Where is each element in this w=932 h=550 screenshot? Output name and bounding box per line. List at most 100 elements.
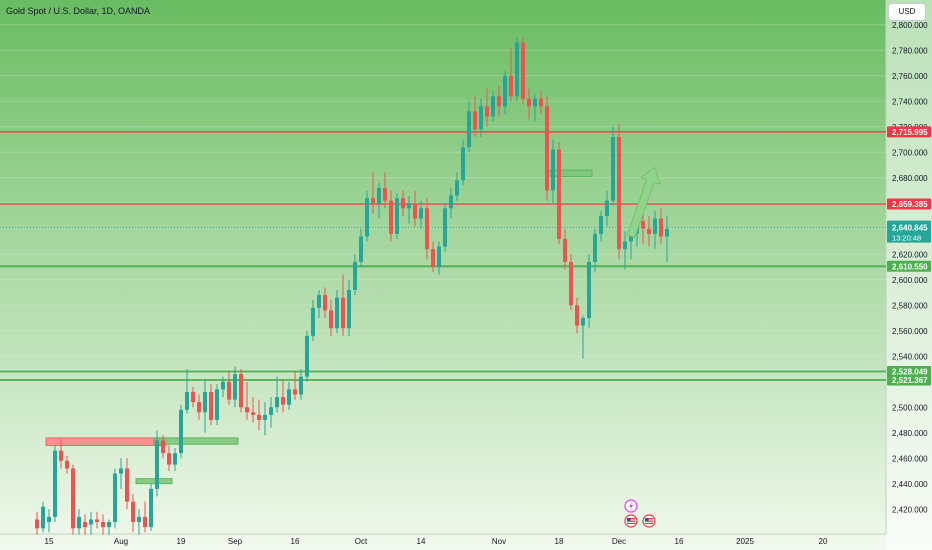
bull-candle [593, 228, 597, 273]
bull-candle [317, 289, 321, 318]
candle-body [653, 218, 657, 234]
bear-candle [95, 511, 99, 529]
bear-candle [425, 198, 429, 260]
bull-candle [299, 369, 303, 400]
bear-candle [59, 439, 63, 469]
bull-candle [443, 203, 447, 252]
bear-candle [293, 371, 297, 400]
bull-candle [221, 376, 225, 398]
candle-body [53, 450, 57, 517]
bear-candle [209, 384, 213, 426]
candle-body [539, 98, 543, 107]
bull-candle [449, 187, 453, 219]
bear-candle [557, 142, 561, 245]
candle-body [149, 488, 153, 528]
candle-body [443, 208, 447, 247]
candle-body [179, 409, 183, 454]
candle-body [455, 180, 459, 196]
candle-body [659, 218, 663, 237]
candle-body [203, 391, 207, 413]
bull-candle [581, 315, 585, 359]
candle-body [257, 414, 261, 420]
bull-candle [515, 37, 519, 102]
currency-button[interactable]: USD [888, 3, 926, 21]
candle-body [95, 519, 99, 522]
green-zone [153, 437, 239, 445]
candle-body [347, 289, 351, 329]
candle-body [311, 307, 315, 336]
candle-body [401, 198, 405, 209]
candle-body [407, 203, 411, 209]
candle-body [251, 412, 255, 415]
bear-candle [473, 96, 477, 137]
candle-body [305, 335, 309, 377]
candle-body [65, 460, 69, 469]
support-price-label: 2,528.049 [887, 365, 931, 377]
candle-body [623, 241, 627, 250]
bull-candle [269, 397, 273, 428]
bull-candle [179, 404, 183, 459]
x-tick-label: Sep [228, 537, 243, 546]
bear-candle [161, 435, 165, 459]
bull-candle [215, 384, 219, 426]
bull-candle [551, 139, 555, 204]
candle-body [647, 228, 651, 234]
candle-body [263, 414, 267, 420]
x-tick-label: 20 [819, 537, 828, 546]
bear-candle [83, 514, 87, 535]
candle-body [191, 391, 195, 403]
green-zone [135, 478, 173, 485]
bull-candle [347, 279, 351, 336]
bull-candle [185, 369, 189, 414]
candle-body [275, 397, 279, 408]
bull-candle [419, 200, 423, 229]
candle-body [557, 149, 561, 239]
lightning-icon [624, 499, 638, 513]
candle-body [125, 468, 129, 502]
candle-body [113, 473, 117, 522]
y-tick-label: 2,440.000 [892, 480, 928, 489]
x-tick-label: 18 [555, 537, 564, 546]
candle-body [545, 106, 549, 191]
candle-body [473, 111, 477, 130]
chart-title: Gold Spot / U.S. Dollar, 1D, OANDA [6, 6, 151, 16]
bull-candle [335, 289, 339, 334]
candle-body [377, 187, 381, 204]
red-zone [45, 437, 167, 446]
current-price-text: 2,640.845 [892, 224, 928, 233]
candle-body [527, 98, 531, 107]
bull-candle [311, 300, 315, 341]
candle-body [395, 198, 399, 234]
y-tick-label: 2,680.000 [892, 174, 928, 183]
x-tick-label: Nov [492, 537, 506, 546]
price-label-text: 2,610.550 [892, 262, 928, 271]
y-tick-label: 2,700.000 [892, 148, 928, 157]
support-price-label: 2,521.367 [887, 374, 931, 386]
candle-body [71, 468, 75, 529]
bull-candle [407, 195, 411, 224]
candle-body [599, 216, 603, 234]
candle-body [83, 522, 87, 528]
candle-body [491, 96, 495, 117]
price-axis-background [886, 0, 932, 550]
bear-candle [539, 91, 543, 114]
candle-body [431, 249, 435, 267]
bull-candle [365, 190, 369, 242]
x-tick-label: 14 [417, 537, 426, 546]
bear-candle [65, 455, 69, 474]
candle-body [605, 200, 609, 216]
bear-candle [563, 228, 567, 270]
candle-body [59, 450, 63, 461]
bear-candle [281, 379, 285, 413]
candle-body [335, 297, 339, 329]
x-tick-label: 19 [177, 537, 186, 546]
bull-candle [395, 193, 399, 239]
bull-candle [503, 70, 507, 114]
bear-candle [521, 37, 525, 104]
candle-body [359, 236, 363, 262]
candle-body [329, 310, 333, 329]
candle-body [509, 75, 513, 97]
bear-candle [101, 514, 105, 535]
candle-body [479, 106, 483, 130]
